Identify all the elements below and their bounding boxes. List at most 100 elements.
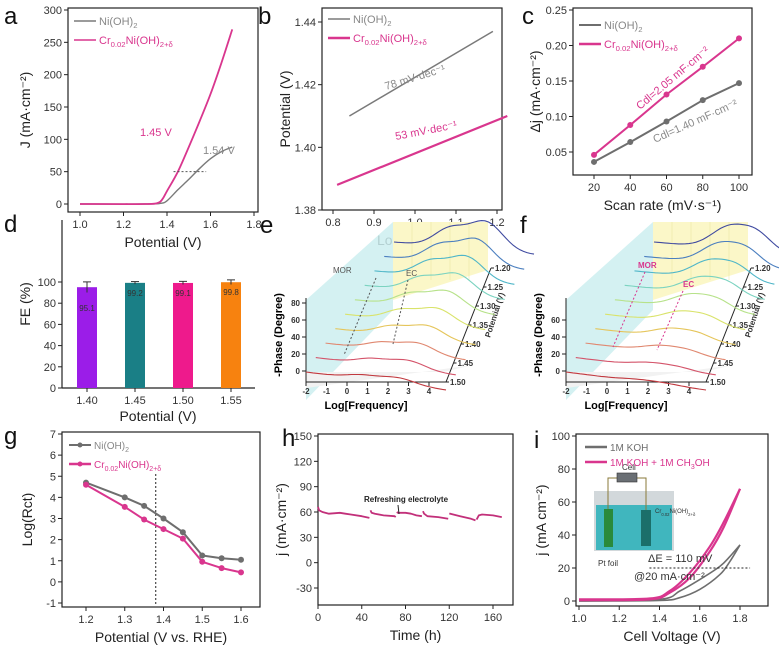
data-point — [141, 516, 148, 523]
bar-value-label: 95.1 — [79, 304, 95, 313]
y-tick-label: 2 — [50, 535, 56, 547]
data-point — [238, 556, 244, 563]
x-tick-label: 1.6 — [203, 219, 218, 231]
z-axis-label: Potential (V) — [483, 291, 506, 338]
current-segment — [317, 506, 370, 519]
x-tick-label: 100 — [730, 182, 748, 194]
plot-frame — [572, 7, 753, 176]
waterfall-trace — [354, 289, 495, 316]
x-tick-label: 1.4 — [652, 613, 667, 625]
data-point — [179, 529, 186, 536]
y-tick-label: 150 — [294, 431, 312, 443]
waterfall-trace — [325, 341, 466, 361]
y-tick-label: 120 — [294, 456, 312, 468]
panel-letter: h — [282, 425, 295, 452]
x-tick-label: 1.8 — [732, 613, 747, 625]
data-point — [699, 97, 706, 104]
panel-letter: b — [258, 3, 271, 30]
mor-arrow — [343, 277, 377, 356]
x-tick-label: 80 — [399, 612, 411, 624]
y-tick-label: 0 — [50, 577, 56, 589]
plot-frame — [575, 433, 769, 607]
inset-working-electrode — [641, 510, 651, 546]
legend-label: Cr0.02Ni(OH)2+δ — [99, 35, 173, 49]
x-tick-label: 20 — [588, 182, 600, 194]
waterfall-trace — [605, 310, 746, 331]
y-tick-label: 20 — [44, 362, 56, 374]
y-tick-label: 80 — [558, 464, 570, 476]
x-tick-label: -2 — [562, 387, 570, 396]
series-line-cr-ni-oh — [85, 483, 242, 574]
y-tick-label: 60 — [300, 507, 312, 519]
ec-arrow — [392, 279, 409, 345]
annotation-mor: MOR — [333, 266, 352, 275]
data-point — [160, 515, 167, 522]
panel-g: 1.2 1.3 1.4 1.5 1.6 -1 0 1 2 3 4 5 6 7 Potential (V vs… — [4, 423, 261, 645]
x-tick-label: 1.50 — [172, 395, 193, 407]
data-point — [199, 552, 206, 559]
x-tick-label: 1.2 — [78, 614, 93, 626]
x-tick-label: 1.5 — [195, 614, 210, 626]
inset-pt-foil — [604, 509, 613, 547]
y-tick-label: -30 — [296, 583, 312, 595]
y-axis-label: FE (%) — [17, 282, 33, 326]
z-tick-label: 1.50 — [450, 378, 466, 387]
panel-letter: d — [4, 211, 17, 238]
panel-d: 0 20 40 60 80 100 95.1 1.40 99.2 1.45 99.1 1.50 99.8… — [4, 211, 255, 424]
x-tick-label: 120 — [440, 612, 458, 624]
annotation-ec: EC — [683, 280, 694, 289]
data-point — [160, 526, 167, 533]
x-tick-label: 0 — [605, 387, 610, 396]
annotation-tafel-78: 78 mV·dec⁻¹ — [383, 63, 447, 93]
x-tick-label: 3 — [406, 387, 411, 396]
y-tick-label: 200 — [44, 70, 62, 82]
waterfall-trace — [575, 357, 716, 376]
x-tick-label: 1.40 — [76, 395, 97, 407]
x-tick-label: 60 — [660, 182, 672, 194]
inset-wire — [607, 477, 617, 509]
x-tick-label: 0 — [315, 612, 321, 624]
x-tick-label: 40 — [624, 182, 636, 194]
panel-a: 1.0 1.2 1.4 1.6 1.8 0 50 100 150 200 250 300 Potenti… — [4, 3, 262, 250]
z-tick-label: 1.20 — [755, 264, 771, 273]
z-tick-label: 1.25 — [488, 283, 504, 292]
inset-electrode-label: Cr0.02Ni(OH)2+δ — [655, 509, 696, 517]
y-axis-label: -Phase (Degree) — [273, 293, 285, 377]
panel-b: 0.80.91.01.11.21.381.401.421.44Log[abs(J… — [258, 3, 508, 248]
data-point — [121, 503, 128, 510]
x-tick-label: 1.45 — [124, 395, 145, 407]
x-tick-label: 1.0 — [72, 219, 87, 231]
y-tick-label: 5 — [50, 471, 56, 483]
x-tick-label: 4 — [687, 387, 692, 396]
y-tick-label: 7 — [50, 429, 56, 441]
y-tick-label: 40 — [44, 341, 56, 353]
waterfall-trace — [335, 324, 476, 346]
y-tick-label: 6 — [50, 450, 56, 462]
y-axis-label: Potential (V) — [277, 70, 293, 147]
legend-label: Cr0.02Ni(OH)2+δ — [353, 33, 427, 47]
y-tick-label: 0.20 — [546, 41, 567, 53]
x-axis-label: Cell Voltage (V) — [623, 628, 720, 644]
z-tick-label: 1.30 — [480, 302, 496, 311]
z-tick-label: 1.25 — [748, 283, 764, 292]
cv-forward-koh — [578, 544, 741, 602]
y-tick-label: 100 — [44, 134, 62, 146]
waterfall-trace — [644, 240, 779, 269]
data-point — [121, 494, 128, 501]
x-tick-label: -1 — [583, 387, 591, 396]
current-segment — [475, 513, 502, 521]
x-tick-label: 1.4 — [159, 219, 174, 231]
y-tick-label: 0 — [50, 383, 56, 395]
bar-value-label: 99.2 — [127, 289, 143, 298]
inset-cell-box — [616, 472, 638, 483]
y-axis-label: -Phase (Degree) — [533, 293, 545, 377]
plot-frame — [317, 433, 514, 606]
legend-label: 1M KOH — [610, 443, 648, 454]
data-point — [736, 35, 742, 42]
waterfall-trace — [624, 275, 765, 300]
x-tick-label: -1 — [323, 387, 331, 396]
data-point — [141, 502, 148, 509]
legend-label: Ni(OH)2 — [99, 16, 138, 30]
x-tick-label: 4 — [427, 387, 432, 396]
side-wall — [566, 222, 653, 400]
